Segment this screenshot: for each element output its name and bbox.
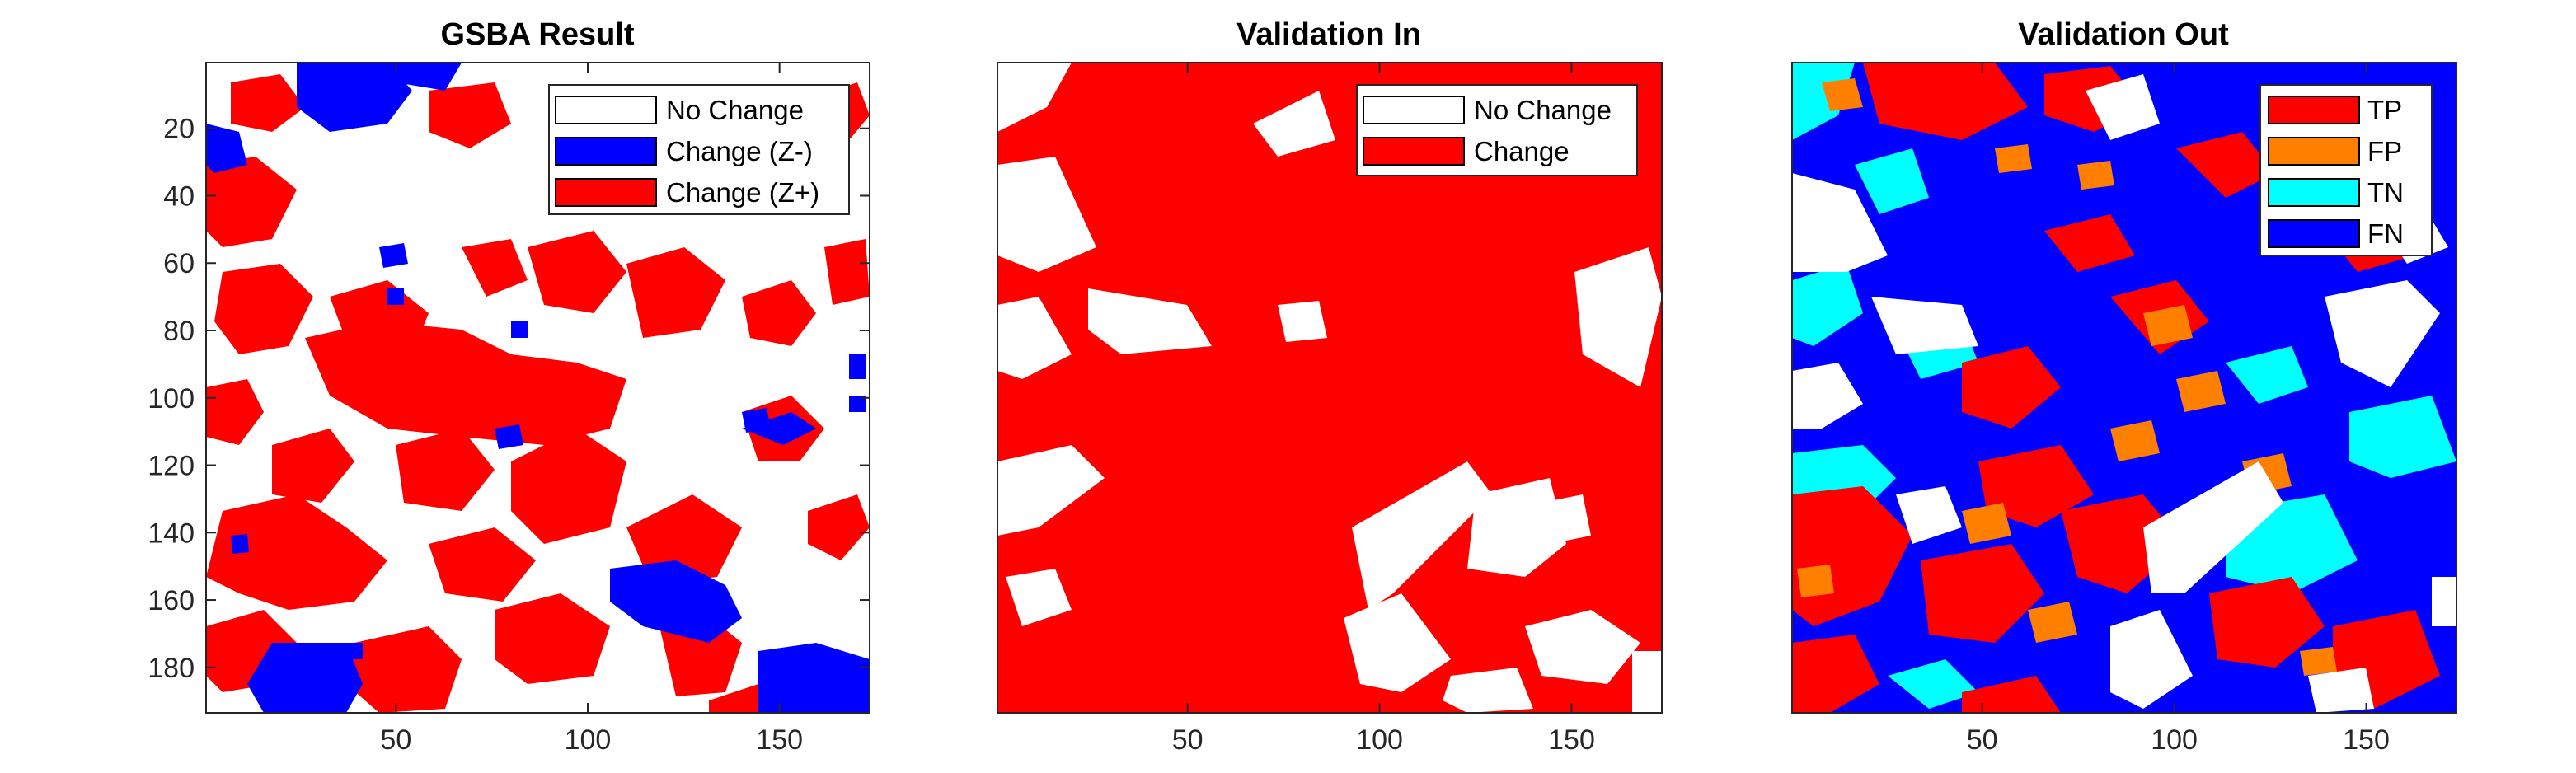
x-tick-label: 150 <box>1548 724 1595 756</box>
heatmap-image <box>997 63 1662 713</box>
legend-label: No Change <box>666 95 804 125</box>
y-tick-label: 160 <box>148 585 195 616</box>
panel-validation-in: Validation In 50 100 150 No Change Change <box>997 17 1663 756</box>
legend-label: Change <box>1474 136 1570 166</box>
legend-swatch <box>1363 96 1465 124</box>
axes-frame <box>1791 62 2457 714</box>
x-tick-label: 150 <box>2343 724 2390 756</box>
panel-gsba-result: GSBA Result 50 100 150 20 40 60 80 100 120 140 160… <box>148 17 870 756</box>
legend-swatch <box>555 178 657 207</box>
axes-frame <box>205 62 870 714</box>
y-tick-label: 180 <box>148 653 195 684</box>
legend-swatch <box>2268 219 2360 248</box>
x-tick-label: 50 <box>1172 724 1204 756</box>
y-tick-label: 20 <box>163 114 195 145</box>
legend-swatch <box>2268 137 2360 166</box>
heatmap-image <box>206 63 870 713</box>
axes-frame <box>997 62 1663 714</box>
axis-ticks: 50 100 150 <box>1172 63 1595 756</box>
x-tick-label: 100 <box>2151 724 2198 756</box>
x-tick-label: 100 <box>565 724 612 756</box>
legend-label: No Change <box>1474 95 1612 125</box>
heatmap-image <box>1792 63 2456 713</box>
legend-swatch <box>555 96 657 124</box>
tp-region <box>1792 63 2440 713</box>
legend-label: Change (Z+) <box>666 177 819 208</box>
panel-title: Validation In <box>1236 17 1421 52</box>
legend-label: FN <box>2367 218 2404 249</box>
legend-label: TN <box>2367 177 2404 208</box>
y-tick-label: 100 <box>148 383 195 415</box>
panel-validation-out: Validation Out 50 100 150 TP FP TN FN <box>1791 17 2457 756</box>
no-change-region <box>997 63 1662 713</box>
y-tick-label: 60 <box>163 248 195 279</box>
legend-label: Change (Z-) <box>666 136 813 166</box>
x-tick-label: 50 <box>380 724 411 756</box>
legend-swatch <box>2268 178 2360 207</box>
change-zminus-region <box>206 63 870 713</box>
legend: No Change Change <box>1356 84 1638 176</box>
axis-ticks: 50 100 150 <box>1967 63 2390 756</box>
tn-region <box>1792 63 2456 709</box>
panel-title: Validation Out <box>2018 17 2229 52</box>
y-tick-label: 80 <box>163 316 195 347</box>
legend-label: TP <box>2367 95 2402 125</box>
legend: TP FP TN FN <box>2259 84 2433 256</box>
y-tick-label: 40 <box>163 180 195 212</box>
y-tick-label: 140 <box>148 518 195 549</box>
x-tick-label: 150 <box>756 724 803 756</box>
axis-ticks: 50 100 150 20 40 60 80 100 120 140 160 180 <box>148 63 870 756</box>
x-tick-label: 50 <box>1967 724 1998 756</box>
change-zplus-region <box>206 74 870 713</box>
legend-swatch <box>2268 96 2360 124</box>
legend-label: FP <box>2367 136 2402 166</box>
panel-title: GSBA Result <box>440 17 634 52</box>
legend-swatch <box>555 137 657 166</box>
x-tick-label: 100 <box>1356 724 1403 756</box>
legend-swatch <box>1363 137 1465 166</box>
legend: No Change Change (Z-) Change (Z+) <box>548 84 850 215</box>
y-tick-label: 120 <box>148 451 195 482</box>
